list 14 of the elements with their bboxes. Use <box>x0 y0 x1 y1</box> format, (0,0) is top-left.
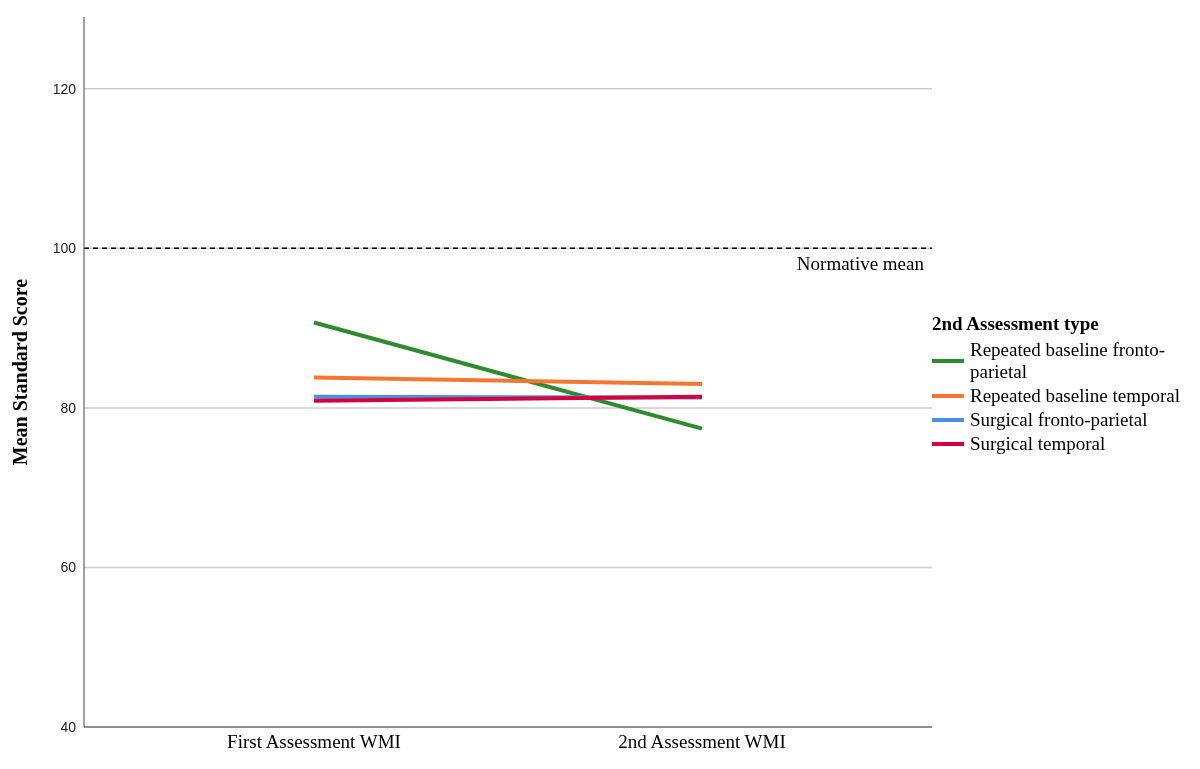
legend-label: Surgical temporal <box>970 432 1106 455</box>
y-tick-label: 100 <box>52 240 77 257</box>
ref-line-label: Normative mean <box>796 252 925 274</box>
x-tick-label: 2nd Assessment WMI <box>618 731 786 753</box>
legend-label: Surgical fronto-parietal <box>970 408 1148 431</box>
legend-label: Repeated baseline temporal <box>970 384 1180 407</box>
y-tick-label: 80 <box>60 399 77 416</box>
y-tick-label: 120 <box>52 80 77 97</box>
legend-label: Repeated baseline fronto-parietal <box>970 338 1167 383</box>
x-tick-label: First Assessment WMI <box>227 731 401 753</box>
y-tick-label: 40 <box>60 718 77 735</box>
y-tick-label: 60 <box>60 559 77 576</box>
y-axis-title: Mean Standard Score <box>9 278 32 466</box>
legend-title: 2nd Assessment type <box>932 312 1100 335</box>
